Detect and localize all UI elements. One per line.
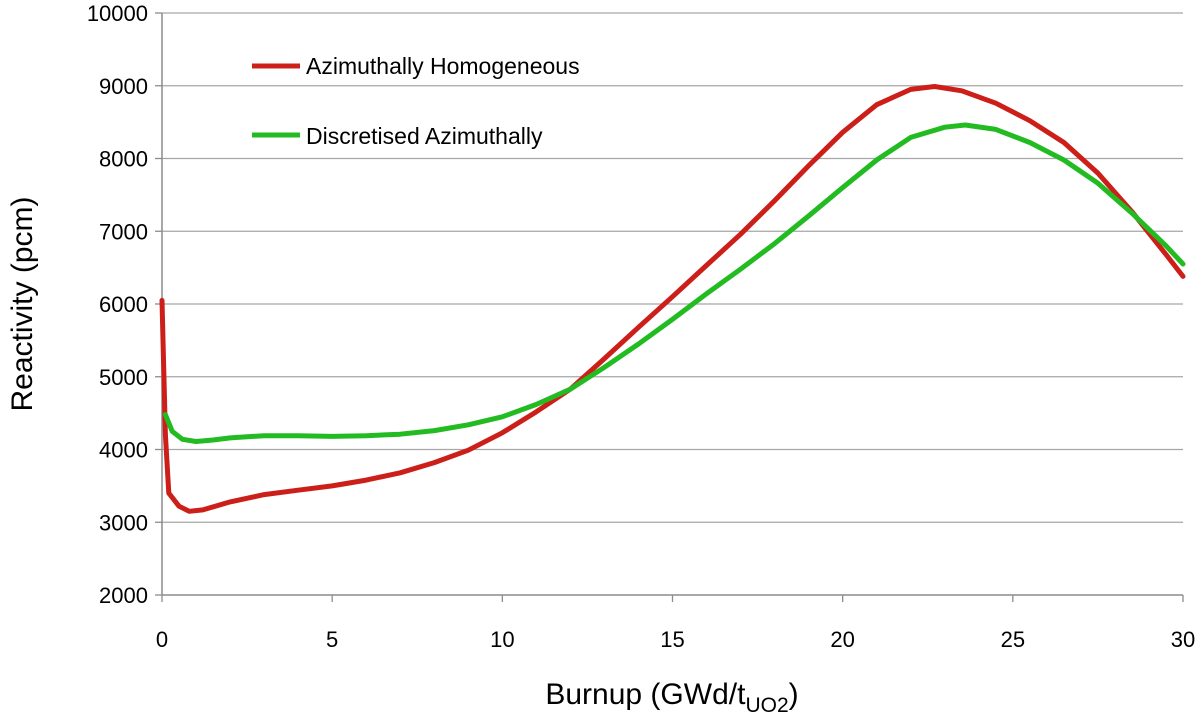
x-axis-title-subscript: UO2 bbox=[745, 694, 788, 712]
x-tick-label-25: 25 bbox=[1001, 627, 1025, 652]
axes bbox=[155, 12, 1184, 602]
y-tick-label-6000: 6000 bbox=[99, 292, 148, 317]
legend-label-discretised-azimuthally: Discretised Azimuthally bbox=[306, 123, 543, 149]
legend-label-azimuthally-homogeneous: Azimuthally Homogeneous bbox=[306, 53, 580, 79]
gridlines bbox=[162, 12, 1183, 523]
y-axis-title: Reactivity (pcm) bbox=[6, 196, 39, 411]
y-tick-label-10000: 10000 bbox=[87, 1, 148, 26]
x-tick-label-30: 30 bbox=[1171, 627, 1195, 652]
x-axis-title-main: Burnup (GWd/t bbox=[545, 678, 746, 711]
x-tick-label-10: 10 bbox=[490, 627, 514, 652]
series-line-discretised-azimuthally bbox=[162, 122, 1186, 444]
series-line-azimuthally-homogeneous bbox=[159, 84, 1186, 514]
y-tick-label-2000: 2000 bbox=[99, 583, 148, 608]
legend: Azimuthally Homogeneous Discretised Azim… bbox=[252, 53, 580, 149]
y-tick-label-8000: 8000 bbox=[99, 147, 148, 172]
y-tick-label-5000: 5000 bbox=[99, 365, 148, 390]
y-tick-label-7000: 7000 bbox=[99, 219, 148, 244]
x-tick-label-0: 0 bbox=[156, 627, 168, 652]
x-tick-label-15: 15 bbox=[660, 627, 684, 652]
series-lines bbox=[159, 84, 1186, 514]
x-axis-title: Burnup (GWd/tUO2) bbox=[545, 678, 798, 712]
x-tick-label-20: 20 bbox=[830, 627, 854, 652]
tick-labels: 2000 3000 4000 5000 6000 7000 8000 9000 10000 0 5 1… bbox=[87, 1, 1195, 652]
y-tick-label-4000: 4000 bbox=[99, 438, 148, 463]
x-tick-label-5: 5 bbox=[326, 627, 338, 652]
x-axis-title-close: ) bbox=[789, 678, 799, 711]
y-tick-label-9000: 9000 bbox=[99, 74, 148, 99]
y-tick-label-3000: 3000 bbox=[99, 510, 148, 535]
